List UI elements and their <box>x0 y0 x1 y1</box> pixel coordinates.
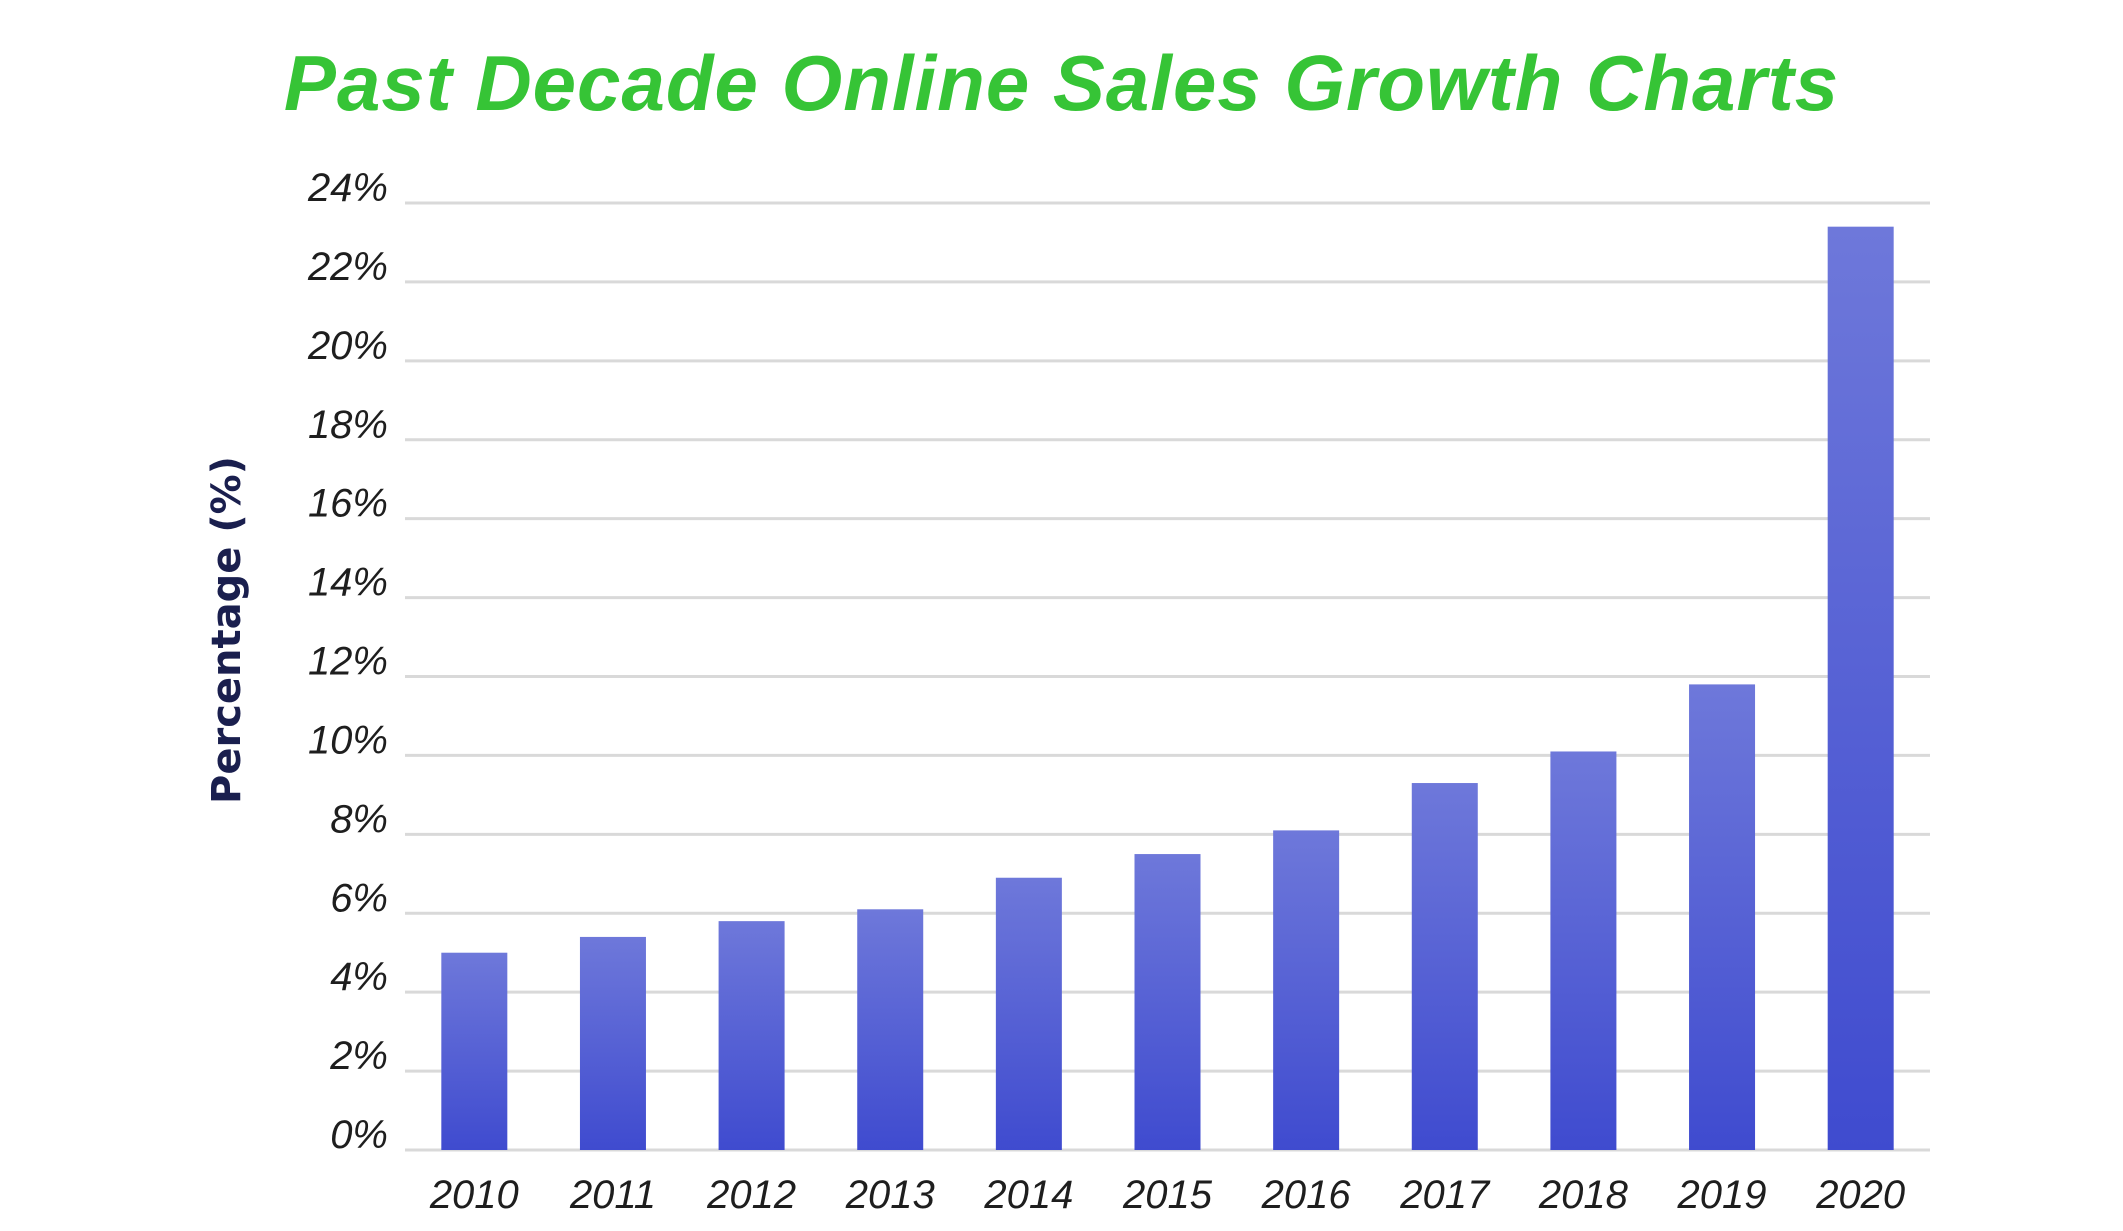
y-axis-ticks: 0% 2% 4% 6% 8% 10% 12% 14% 16% 18% 20% 22% 24% <box>307 166 388 1157</box>
y-tick-label: 12% <box>308 640 388 684</box>
y-tick-label: 18% <box>308 403 388 447</box>
bar-2017 <box>1411 783 1478 1150</box>
x-tick-label: 2011 <box>569 1173 656 1217</box>
bar-2015 <box>1134 854 1201 1150</box>
y-tick-label: 0% <box>330 1113 388 1157</box>
x-tick-label: 2013 <box>845 1173 935 1217</box>
bar-2020 <box>1827 226 1894 1151</box>
y-tick-label: 6% <box>330 876 388 920</box>
x-tick-label: 2014 <box>983 1173 1073 1217</box>
y-tick-label: 16% <box>308 482 388 526</box>
x-tick-label: 2016 <box>1261 1173 1352 1217</box>
x-tick-label: 2020 <box>1815 1173 1905 1217</box>
bar-2019 <box>1689 684 1756 1150</box>
bar-2010 <box>441 952 508 1150</box>
x-tick-label: 2015 <box>1122 1173 1213 1217</box>
y-tick-label: 10% <box>308 718 388 762</box>
y-tick-label: 8% <box>330 797 388 841</box>
bar-2013 <box>857 909 924 1150</box>
y-tick-label: 24% <box>307 166 388 210</box>
x-tick-label: 2012 <box>706 1173 796 1217</box>
x-tick-label: 2010 <box>429 1173 519 1217</box>
bar-2011 <box>579 936 646 1150</box>
bar-2016 <box>1273 830 1340 1150</box>
y-tick-label: 14% <box>308 561 388 605</box>
y-tick-label: 4% <box>330 955 388 999</box>
x-tick-label: 2018 <box>1538 1173 1629 1217</box>
y-tick-label: 22% <box>307 245 388 289</box>
bars <box>441 226 1894 1151</box>
y-axis-label: Percentage (%) <box>204 456 250 804</box>
x-tick-label: 2019 <box>1677 1173 1767 1217</box>
chart-title: Past Decade Online Sales Growth Charts <box>283 39 1840 127</box>
x-tick-label: 2017 <box>1399 1173 1491 1217</box>
bar-2014 <box>995 877 1062 1150</box>
bar-2018 <box>1550 751 1617 1150</box>
y-tick-label: 20% <box>307 324 388 368</box>
x-axis-ticks: 2010 2011 2012 2013 2014 2015 2016 2017 2018 2019… <box>429 1173 1905 1217</box>
y-tick-label: 2% <box>329 1034 388 1078</box>
bar-2012 <box>718 921 785 1150</box>
